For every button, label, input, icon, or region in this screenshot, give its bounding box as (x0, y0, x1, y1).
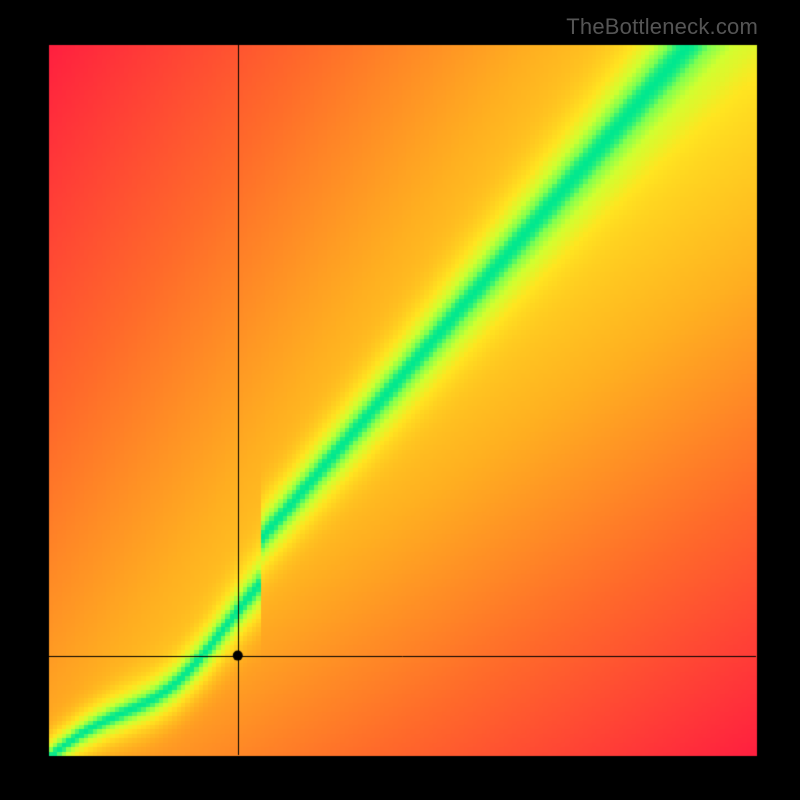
chart-container: TheBottleneck.com (0, 0, 800, 800)
bottleneck-heatmap (0, 0, 800, 800)
watermark-text: TheBottleneck.com (566, 14, 758, 40)
